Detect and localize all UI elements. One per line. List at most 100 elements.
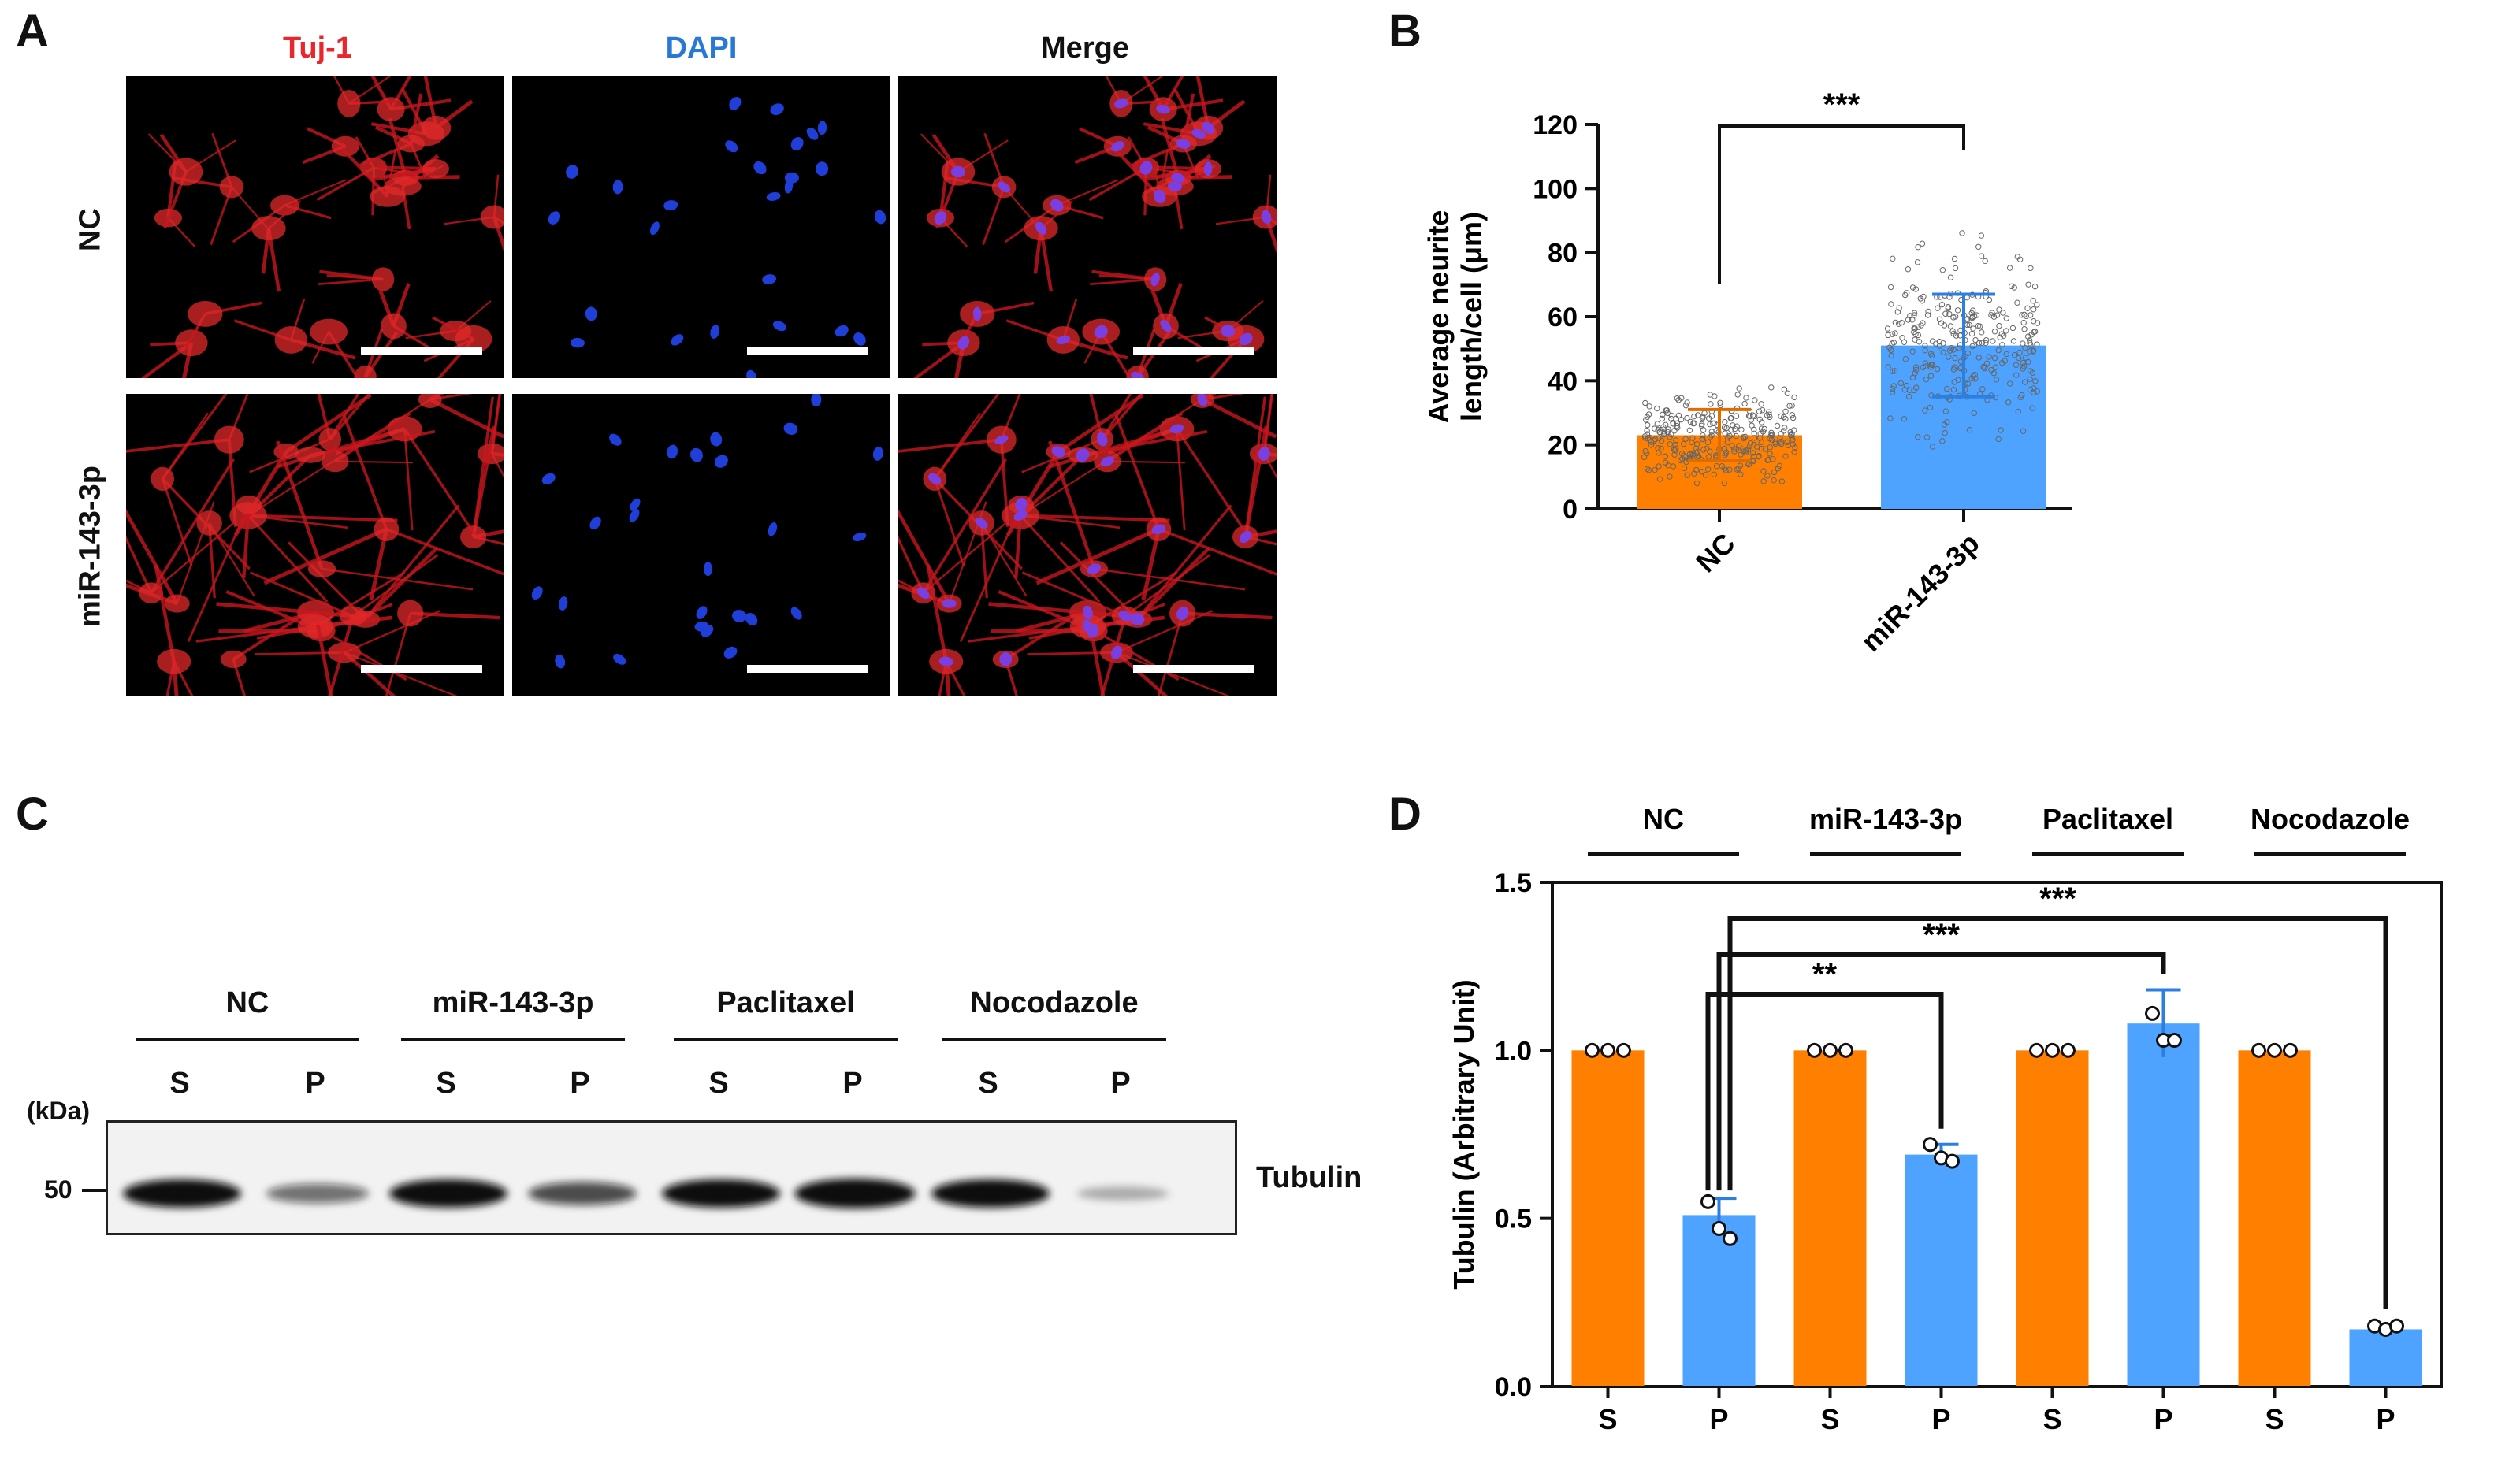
data-point xyxy=(1890,255,1896,262)
cell-body xyxy=(455,325,492,353)
data-point xyxy=(1807,1042,1822,1058)
data-point xyxy=(1964,380,1972,387)
blot-group-line xyxy=(401,1038,625,1041)
nucleus xyxy=(729,97,742,110)
data-point xyxy=(1689,435,1696,441)
data-point xyxy=(2031,318,2037,325)
significance-label: *** xyxy=(2039,882,2076,916)
data-point xyxy=(1982,258,1988,265)
data-point xyxy=(1758,401,1764,407)
nucleus xyxy=(1139,161,1153,175)
data-point xyxy=(1689,451,1697,458)
data-point xyxy=(1953,332,1960,339)
blot-group-label: NC xyxy=(225,986,269,1019)
data-point xyxy=(1983,340,1989,347)
data-point xyxy=(1738,451,1744,458)
data-point xyxy=(2023,313,2030,319)
data-point xyxy=(1791,394,1797,401)
nucleus xyxy=(585,306,597,321)
data-point xyxy=(1909,348,1916,355)
data-point xyxy=(1894,309,1901,315)
data-point xyxy=(1964,350,1972,357)
neurite xyxy=(988,602,1126,618)
data-point xyxy=(2061,1042,2076,1058)
nucleus xyxy=(1056,335,1070,345)
nucleus xyxy=(1097,432,1108,447)
data-point xyxy=(1791,449,1797,455)
data-point xyxy=(1970,325,1976,332)
neurite xyxy=(934,394,1000,480)
data-point xyxy=(1687,418,1694,425)
data-point xyxy=(1993,377,2000,383)
bar-S xyxy=(1793,1050,1867,1386)
data-point xyxy=(1927,373,1935,379)
data-point xyxy=(1939,438,1946,444)
data-point xyxy=(1667,434,1673,440)
data-point xyxy=(1758,419,1765,425)
marker-tick xyxy=(82,1189,106,1192)
neurite xyxy=(1243,425,1269,537)
data-point xyxy=(1654,421,1661,427)
data-point xyxy=(1667,473,1673,480)
data-point xyxy=(2013,372,2020,378)
data-point xyxy=(1952,265,1959,272)
neurite xyxy=(403,428,476,536)
significance-bracket xyxy=(1716,952,2166,1191)
data-point xyxy=(1735,466,1741,472)
data-point xyxy=(1886,344,1893,351)
neurite xyxy=(364,504,460,621)
data-point xyxy=(1759,406,1766,414)
data-point xyxy=(1681,452,1687,459)
data-point xyxy=(1686,427,1693,433)
data-point xyxy=(1897,380,1905,387)
neurite xyxy=(1176,429,1186,531)
data-point xyxy=(1750,453,1757,460)
nucleus xyxy=(916,587,930,600)
data-point xyxy=(1708,432,1715,439)
data-point xyxy=(1700,427,1707,433)
data-point xyxy=(1712,393,1718,399)
data-point xyxy=(1990,338,1996,344)
data-point xyxy=(1767,432,1775,439)
y-tick-label: 80 xyxy=(1548,239,1578,269)
micrograph-nc-tuj1 xyxy=(126,76,504,378)
cell-body xyxy=(322,451,349,473)
neurite xyxy=(161,478,193,566)
neurite xyxy=(898,535,925,594)
data-point xyxy=(1966,426,1973,433)
data-point xyxy=(2016,256,2024,262)
data-point xyxy=(1966,321,1972,329)
neurite xyxy=(342,414,388,530)
nucleus xyxy=(1171,173,1185,183)
nucleus xyxy=(790,607,802,620)
data-point xyxy=(2034,388,2040,395)
data-point xyxy=(1950,386,1957,393)
nucleus xyxy=(1153,189,1166,204)
significance-label: *** xyxy=(1923,918,1960,952)
nucleus xyxy=(1015,497,1028,512)
nucleus xyxy=(1202,121,1215,135)
data-point xyxy=(1668,412,1675,419)
row-label-nc: NC xyxy=(73,208,107,251)
data-point xyxy=(1717,402,1723,409)
data-point xyxy=(1918,322,1924,329)
data-point xyxy=(2027,312,2034,318)
data-point xyxy=(1655,427,1661,433)
data-point xyxy=(1766,409,1772,415)
data-point xyxy=(1885,332,1891,339)
neurite xyxy=(1124,554,1211,618)
nucleus xyxy=(1239,530,1252,544)
nucleus xyxy=(531,586,543,600)
data-point xyxy=(1700,414,1706,420)
data-point xyxy=(1729,443,1735,449)
neurite xyxy=(314,612,333,696)
data-point xyxy=(1678,457,1684,464)
neurite xyxy=(1245,535,1277,546)
data-point xyxy=(1947,323,1954,329)
data-point xyxy=(2029,405,2035,411)
data-point xyxy=(2024,333,2031,340)
data-point xyxy=(1671,428,1678,434)
data-point xyxy=(1743,449,1749,455)
nucleus xyxy=(1076,448,1090,462)
data-point xyxy=(1936,316,1943,322)
